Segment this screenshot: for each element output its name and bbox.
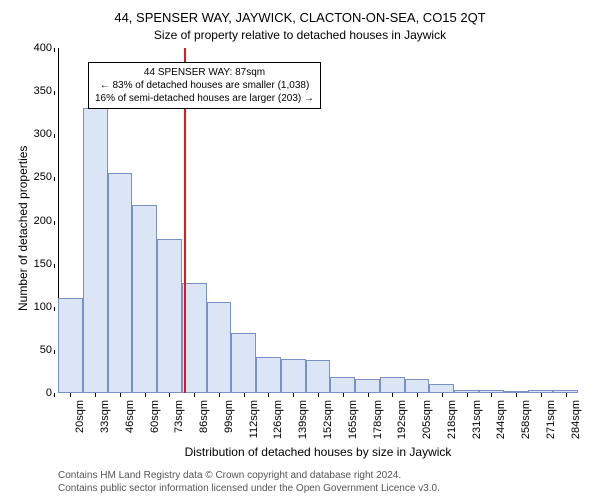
x-tick-label: 271sqm <box>545 400 557 450</box>
y-tick-mark <box>54 221 55 225</box>
histogram-bar <box>83 108 108 393</box>
x-tick-label: 73sqm <box>173 400 185 450</box>
x-tick-mark <box>95 393 96 397</box>
x-tick-label: 99sqm <box>223 400 235 450</box>
x-tick-label: 152sqm <box>322 400 334 450</box>
x-tick-label: 165sqm <box>347 400 359 450</box>
x-tick-mark <box>244 393 245 397</box>
x-tick-label: 244sqm <box>495 400 507 450</box>
y-tick-mark <box>54 350 55 354</box>
x-tick-label: 258sqm <box>520 400 532 450</box>
histogram-bar <box>380 377 405 393</box>
x-tick-mark <box>318 393 319 397</box>
annotation-box: 44 SPENSER WAY: 87sqm ← 83% of detached … <box>88 62 321 109</box>
x-tick-label: 46sqm <box>124 400 136 450</box>
x-tick-mark <box>70 393 71 397</box>
x-tick-label: 284sqm <box>570 400 582 450</box>
histogram-bar <box>108 173 133 393</box>
x-tick-label: 126sqm <box>272 400 284 450</box>
x-tick-mark <box>541 393 542 397</box>
x-tick-mark <box>417 393 418 397</box>
histogram-bar <box>330 377 355 393</box>
y-axis-label: Number of detached properties <box>16 145 30 310</box>
histogram-bar <box>157 239 182 393</box>
x-tick-mark <box>392 393 393 397</box>
x-tick-label: 112sqm <box>248 400 260 450</box>
histogram-bar <box>231 333 256 393</box>
footer-line2: Contains public sector information licen… <box>58 483 440 494</box>
x-tick-label: 178sqm <box>372 400 384 450</box>
histogram-bar <box>256 357 281 393</box>
y-tick-mark <box>54 134 55 138</box>
y-tick-label: 100 <box>22 301 52 313</box>
x-tick-label: 20sqm <box>74 400 86 450</box>
histogram-bar <box>207 302 232 393</box>
annot-line1: 44 SPENSER WAY: 87sqm <box>95 66 314 79</box>
y-tick-mark <box>54 307 55 311</box>
y-tick-label: 200 <box>22 215 52 227</box>
histogram-bar <box>281 359 306 394</box>
x-tick-mark <box>368 393 369 397</box>
y-tick-label: 0 <box>22 387 52 399</box>
y-tick-label: 50 <box>22 344 52 356</box>
x-tick-label: 231sqm <box>471 400 483 450</box>
x-tick-label: 86sqm <box>198 400 210 450</box>
chart-title: 44, SPENSER WAY, JAYWICK, CLACTON-ON-SEA… <box>0 10 600 25</box>
y-tick-label: 150 <box>22 258 52 270</box>
y-tick-label: 350 <box>22 85 52 97</box>
x-tick-mark <box>343 393 344 397</box>
chart-container: 44, SPENSER WAY, JAYWICK, CLACTON-ON-SEA… <box>0 0 600 500</box>
x-tick-label: 33sqm <box>99 400 111 450</box>
x-tick-label: 205sqm <box>421 400 433 450</box>
x-tick-mark <box>293 393 294 397</box>
histogram-bar <box>58 298 83 393</box>
y-tick-mark <box>54 177 55 181</box>
x-tick-mark <box>169 393 170 397</box>
x-tick-mark <box>442 393 443 397</box>
x-tick-label: 139sqm <box>297 400 309 450</box>
x-tick-mark <box>120 393 121 397</box>
x-tick-mark <box>516 393 517 397</box>
x-tick-mark <box>566 393 567 397</box>
y-tick-mark <box>54 393 55 397</box>
histogram-bar <box>355 379 380 393</box>
annot-line3: 16% of semi-detached houses are larger (… <box>95 92 314 105</box>
x-tick-label: 60sqm <box>149 400 161 450</box>
y-tick-mark <box>54 264 55 268</box>
annot-line2: ← 83% of detached houses are smaller (1,… <box>95 79 314 92</box>
y-tick-label: 300 <box>22 128 52 140</box>
x-tick-mark <box>145 393 146 397</box>
histogram-bar <box>306 360 331 393</box>
x-tick-mark <box>467 393 468 397</box>
x-tick-mark <box>194 393 195 397</box>
x-tick-label: 218sqm <box>446 400 458 450</box>
x-tick-label: 192sqm <box>396 400 408 450</box>
x-tick-mark <box>491 393 492 397</box>
y-tick-label: 250 <box>22 171 52 183</box>
x-tick-mark <box>268 393 269 397</box>
x-axis-label: Distribution of detached houses by size … <box>58 445 578 459</box>
chart-subtitle: Size of property relative to detached ho… <box>0 28 600 42</box>
footer-line1: Contains HM Land Registry data © Crown c… <box>58 470 401 481</box>
y-tick-mark <box>54 48 55 52</box>
histogram-bar <box>405 379 430 393</box>
y-tick-label: 400 <box>22 42 52 54</box>
x-tick-mark <box>219 393 220 397</box>
y-tick-mark <box>54 91 55 95</box>
histogram-bar <box>429 384 454 393</box>
histogram-bar <box>132 205 157 393</box>
